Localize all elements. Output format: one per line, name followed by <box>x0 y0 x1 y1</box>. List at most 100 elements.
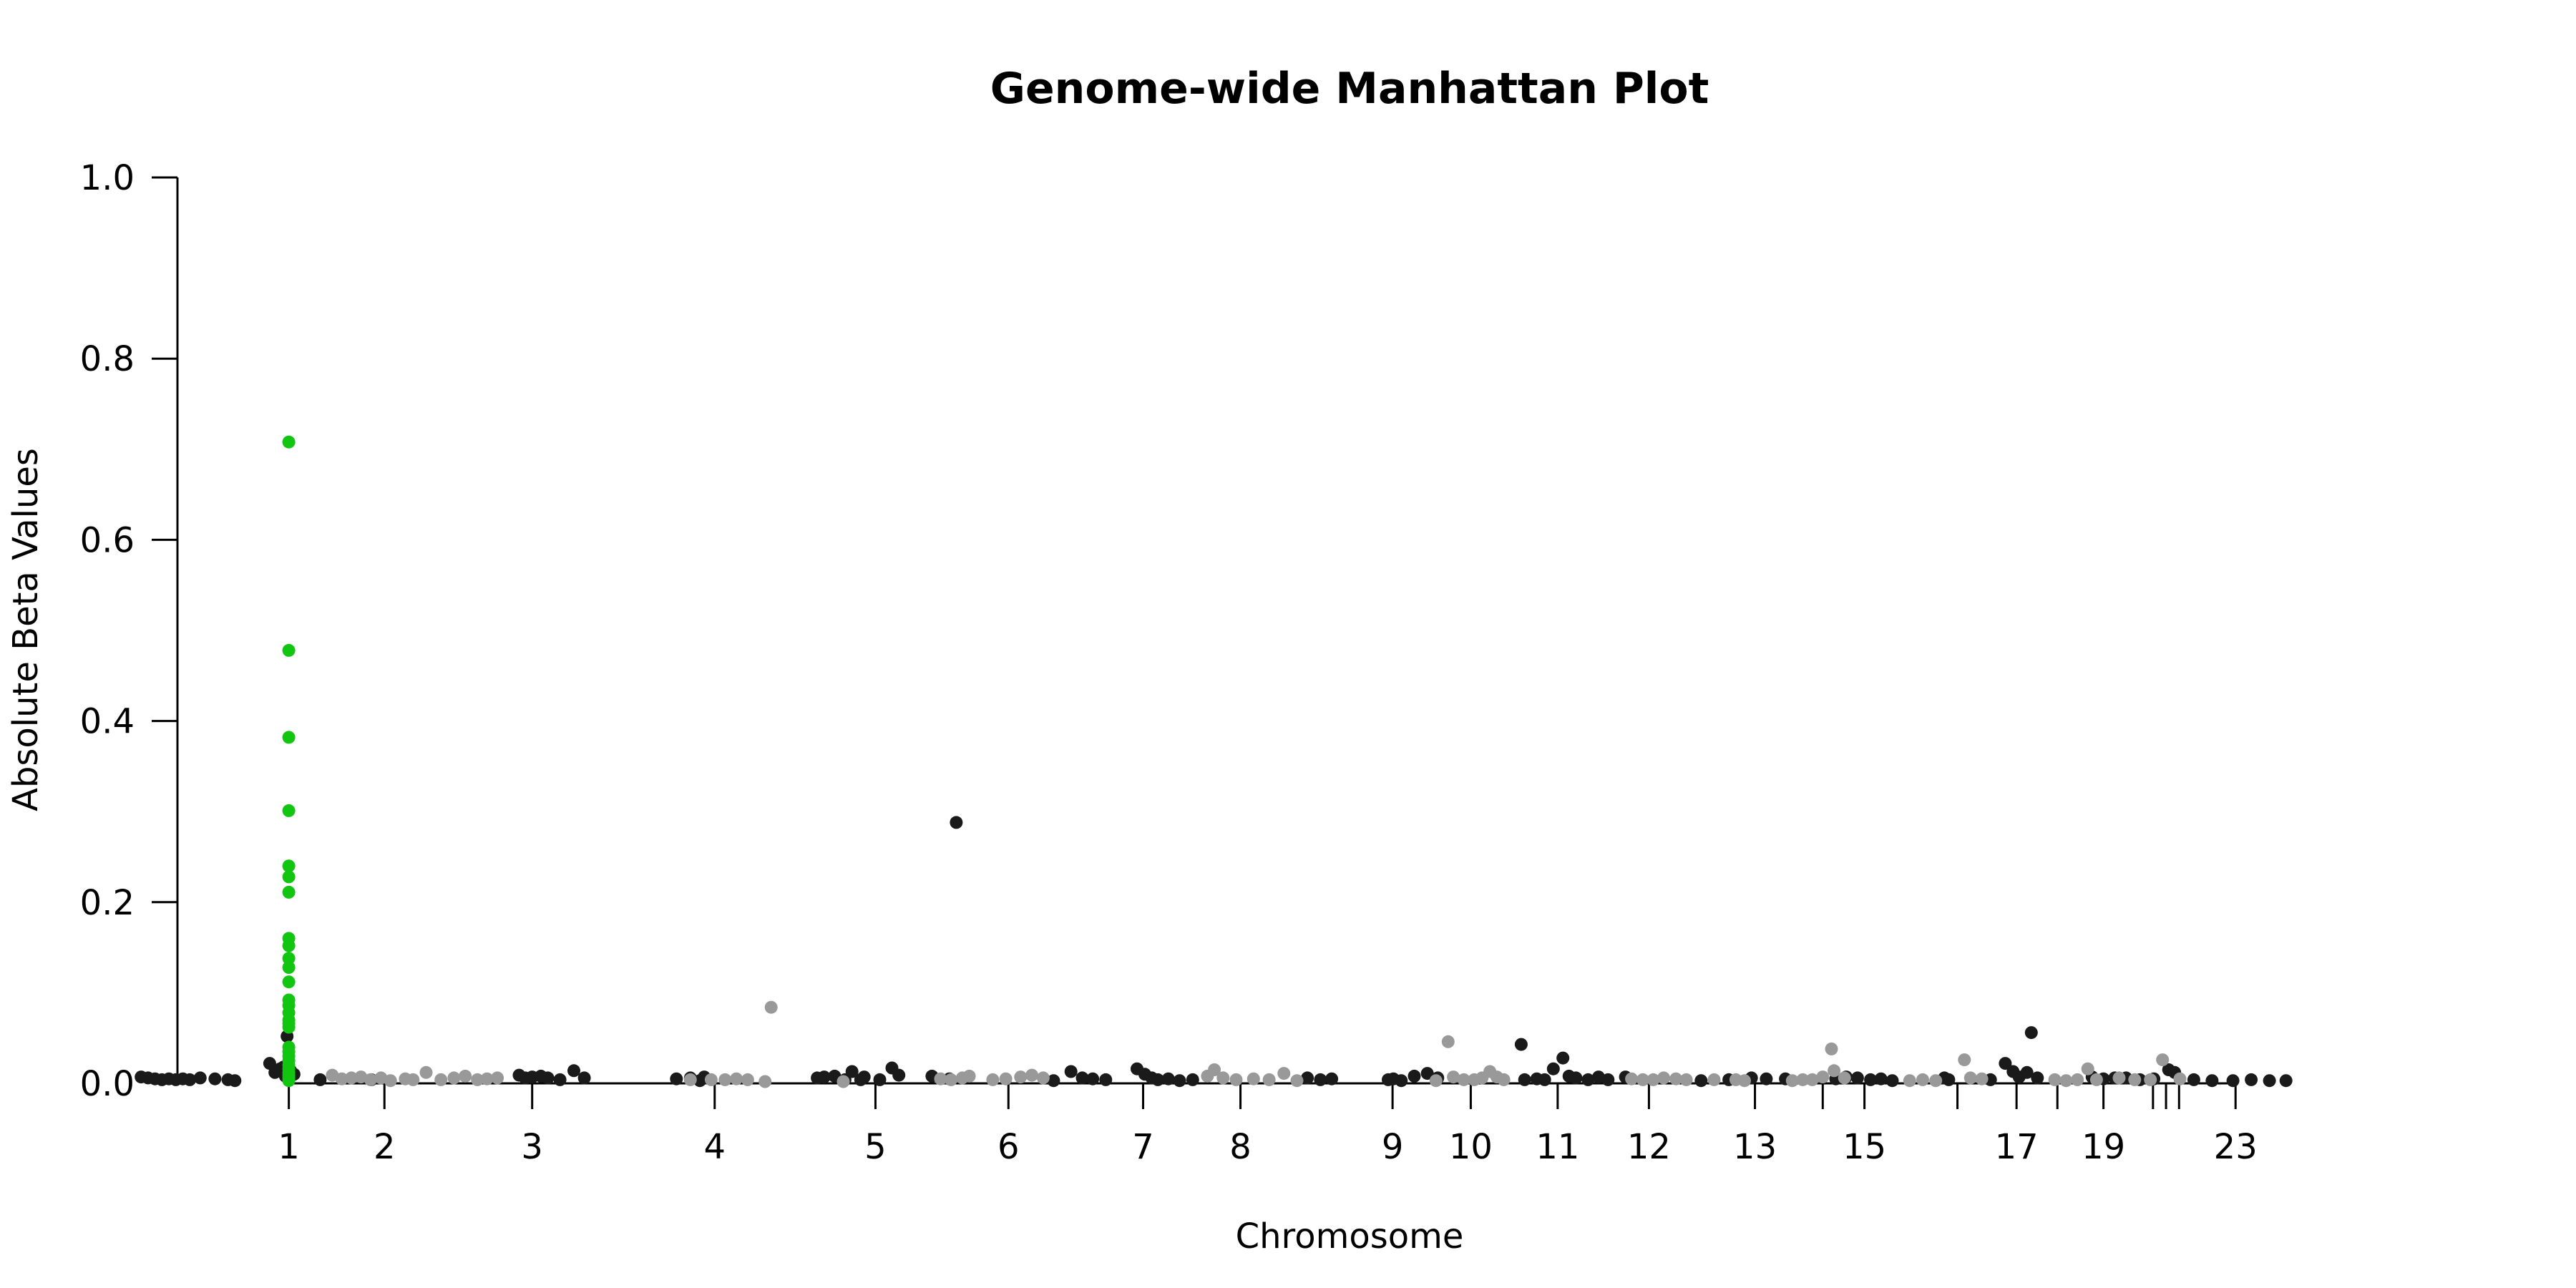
x-tick-label: 19 <box>2082 1127 2125 1167</box>
data-point <box>1262 1073 1276 1086</box>
data-point <box>1246 1072 1260 1085</box>
data-point <box>2245 1073 2258 1086</box>
data-point <box>2020 1065 2034 1079</box>
data-point <box>1646 1073 1660 1086</box>
data-point <box>406 1073 420 1086</box>
data-point <box>1916 1073 1929 1086</box>
data-point <box>282 975 296 989</box>
y-tick-label: 0.8 <box>80 339 135 379</box>
data-point <box>364 1073 377 1086</box>
data-point <box>459 1069 472 1083</box>
data-point <box>335 1072 348 1085</box>
data-point <box>282 1020 296 1034</box>
data-point <box>1457 1073 1470 1086</box>
data-point <box>228 1074 242 1088</box>
data-point <box>1738 1074 1751 1088</box>
data-point <box>1025 1068 1039 1082</box>
data-point <box>1290 1074 1304 1088</box>
data-point <box>1514 1038 1528 1051</box>
data-point <box>282 859 296 873</box>
data-point <box>384 1074 397 1088</box>
data-point <box>282 939 296 952</box>
data-point <box>934 1072 947 1085</box>
data-point <box>1694 1074 1708 1088</box>
data-point <box>1785 1074 1799 1088</box>
data-point <box>2071 1073 2084 1086</box>
data-point <box>193 1071 207 1085</box>
data-point <box>683 1073 697 1086</box>
data-point <box>758 1075 772 1088</box>
data-point <box>2263 1074 2276 1088</box>
data-point <box>471 1073 484 1086</box>
data-point <box>730 1072 743 1085</box>
data-point <box>1518 1073 1531 1086</box>
data-point <box>2226 1074 2240 1088</box>
data-point <box>1760 1072 1773 1085</box>
data-point <box>1301 1071 1314 1085</box>
data-point <box>1569 1071 1583 1085</box>
data-point <box>945 1073 958 1086</box>
data-point <box>1581 1073 1595 1086</box>
data-point <box>950 816 963 829</box>
data-point <box>1850 1071 1864 1085</box>
data-point <box>999 1072 1013 1085</box>
data-point <box>1014 1070 1028 1084</box>
x-tick-label: 6 <box>997 1127 1020 1167</box>
data-point <box>1208 1063 1221 1076</box>
data-point <box>345 1071 358 1085</box>
data-point <box>447 1071 461 1085</box>
data-point <box>1838 1071 1851 1085</box>
x-tick-label: 9 <box>1382 1127 1404 1167</box>
data-point <box>1864 1073 1878 1086</box>
data-point <box>1546 1062 1560 1075</box>
data-point <box>419 1065 433 1079</box>
data-point <box>1173 1074 1186 1088</box>
data-point <box>1963 1071 1977 1085</box>
data-point <box>1669 1072 1683 1085</box>
data-point <box>1874 1072 1888 1085</box>
data-point <box>567 1064 580 1078</box>
data-point <box>1679 1073 1693 1086</box>
data-point <box>1942 1073 1956 1086</box>
data-point <box>764 1000 778 1014</box>
data-point <box>2187 1073 2200 1086</box>
data-point <box>836 1075 850 1088</box>
data-point <box>1277 1067 1291 1080</box>
data-point <box>1885 1074 1899 1088</box>
data-point <box>183 1073 197 1086</box>
data-point <box>1816 1070 1830 1084</box>
data-point <box>1229 1073 1243 1086</box>
data-point <box>845 1065 859 1078</box>
x-tick-label: 11 <box>1536 1127 1579 1167</box>
data-point <box>1497 1073 1511 1086</box>
data-point <box>1441 1035 1455 1048</box>
data-point <box>2059 1074 2073 1088</box>
y-tick-label: 1.0 <box>80 158 135 198</box>
data-point <box>857 1070 871 1084</box>
x-tick-label: 12 <box>1627 1127 1671 1167</box>
data-point <box>1447 1070 1460 1084</box>
y-tick-label: 0.0 <box>80 1064 135 1104</box>
data-point <box>704 1073 718 1086</box>
data-point <box>2031 1071 2044 1085</box>
data-point <box>1903 1074 1916 1088</box>
x-tick-label: 1 <box>278 1127 300 1167</box>
data-point <box>2048 1073 2062 1086</box>
data-point <box>1161 1072 1175 1085</box>
x-tick-label: 10 <box>1449 1127 1493 1167</box>
data-point <box>1796 1073 1810 1086</box>
data-point <box>741 1073 754 1086</box>
data-point <box>670 1072 683 1085</box>
data-point <box>1395 1074 1408 1088</box>
data-point <box>1075 1071 1089 1085</box>
data-point <box>577 1071 591 1085</box>
x-tick-label: 2 <box>374 1127 396 1167</box>
data-point <box>2112 1071 2126 1085</box>
data-point <box>2081 1062 2094 1075</box>
data-point <box>282 643 296 657</box>
data-point <box>1825 1042 1838 1055</box>
data-point <box>2024 1026 2038 1040</box>
data-point <box>1429 1074 1443 1088</box>
